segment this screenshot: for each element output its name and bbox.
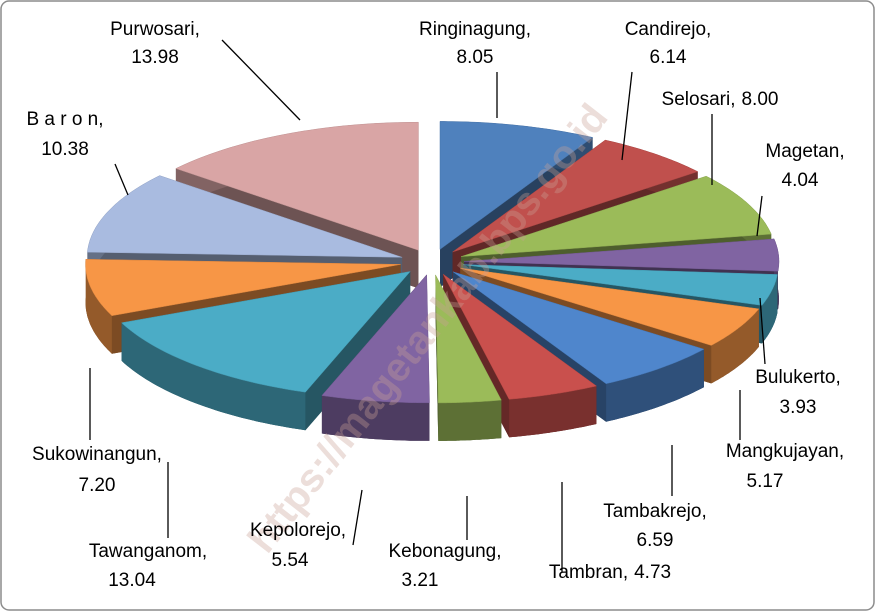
- slice: [461, 175, 772, 257]
- data-label: Selosari, 8.00: [662, 89, 779, 110]
- slice-side: [761, 274, 778, 344]
- slice: [435, 274, 502, 404]
- slice: [460, 267, 760, 346]
- slice-side: [121, 322, 306, 431]
- category-label: Bulukerto,: [755, 367, 841, 388]
- slice: [452, 139, 699, 253]
- value-label: 5.17: [747, 471, 784, 492]
- category-label: Kebonagung,: [388, 541, 501, 562]
- value-label: 10.38: [41, 139, 89, 160]
- category-label: Tambran,: [549, 562, 628, 583]
- value-label: 13.98: [131, 47, 179, 68]
- category-label: Kepolorejo,: [250, 520, 346, 541]
- slice: [85, 259, 401, 316]
- slice: [442, 273, 597, 400]
- category-label: Tawanganom,: [89, 541, 207, 562]
- value-label: 4.73: [634, 562, 671, 583]
- category-label: Magetan,: [765, 141, 844, 162]
- leader-line: [756, 195, 763, 237]
- leader-line: [221, 39, 301, 121]
- slice: [463, 264, 778, 306]
- slice-side: [509, 386, 597, 438]
- slice: [321, 274, 430, 404]
- category-label: B a r o n,: [26, 109, 103, 130]
- category-label: Ringinagung,: [419, 19, 531, 40]
- slice-side: [321, 395, 430, 441]
- slice: [463, 238, 780, 272]
- category-label: Mangkujayan,: [726, 441, 844, 462]
- category-label: Selosari,: [662, 89, 736, 110]
- slice: [439, 121, 594, 250]
- value-label: 3.21: [402, 570, 439, 591]
- leader-line: [621, 71, 633, 161]
- slice: [452, 271, 705, 384]
- value-label: 7.20: [79, 475, 116, 496]
- slice: [121, 271, 411, 393]
- slice: [175, 121, 419, 251]
- value-label: 3.93: [780, 397, 817, 418]
- data-label: Tambran, 4.73: [549, 562, 671, 583]
- category-label: Sukowinangun,: [32, 444, 162, 465]
- leader-line: [352, 489, 363, 546]
- slice-side: [85, 259, 112, 354]
- leader-line: [759, 297, 766, 365]
- slice-side: [606, 349, 704, 422]
- value-label: 6.14: [650, 47, 687, 68]
- slice-side: [711, 308, 759, 384]
- value-label: 4.04: [782, 170, 819, 191]
- value-label: 13.04: [108, 570, 156, 591]
- value-label: 8.00: [741, 89, 778, 110]
- value-label: 8.05: [457, 47, 494, 68]
- pie: [85, 121, 780, 441]
- value-label: 5.54: [272, 550, 309, 571]
- slice: [87, 175, 403, 258]
- category-label: Tambakrejo,: [603, 501, 707, 522]
- slice-side: [438, 400, 502, 441]
- value-label: 6.59: [637, 530, 674, 551]
- labels: Ringinagung, 8.05 Candirejo, 6.14 Selosari, 8…: [26, 19, 844, 591]
- category-label: Candirejo,: [625, 19, 712, 40]
- leader-line: [114, 163, 129, 196]
- category-label: Purwosari,: [110, 19, 200, 40]
